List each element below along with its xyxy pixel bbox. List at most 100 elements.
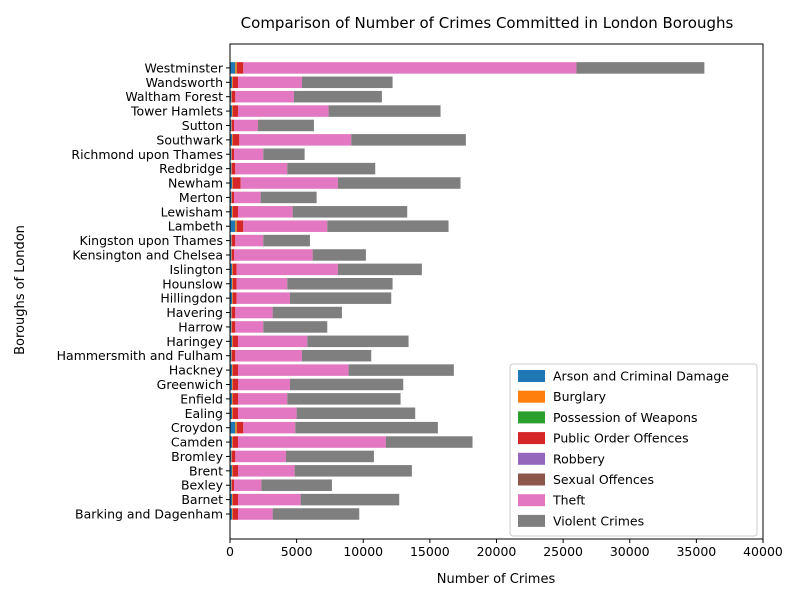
x-tick-label: 30000 [610, 544, 650, 559]
y-tick-label: Hounslow [162, 276, 223, 291]
bar-segment [239, 134, 351, 146]
y-tick-label: Hillingdon [160, 291, 223, 306]
bar-segment [232, 249, 234, 261]
bar-segment [232, 163, 236, 175]
bar-segment [576, 62, 704, 74]
y-tick-label: Islington [170, 262, 223, 277]
bar-segment [273, 508, 360, 520]
bar-segment [234, 192, 261, 204]
y-tick-label: Richmond upon Thames [71, 147, 223, 162]
bar-segment [261, 479, 332, 491]
bar-segment [233, 379, 238, 391]
bar-segment [233, 264, 237, 276]
bar-segment [263, 148, 304, 160]
bar-segment [234, 249, 313, 261]
legend-swatch [518, 453, 545, 465]
bar-segment [232, 393, 233, 405]
chart-title: Comparison of Number of Crimes Committed… [241, 14, 734, 32]
bar-segment [297, 408, 416, 420]
bar-segment [237, 278, 288, 290]
bar-segment [290, 379, 403, 391]
bar-segment [233, 105, 238, 117]
bar-segment [238, 364, 349, 376]
x-tick-label: 15000 [410, 544, 450, 559]
bar-segment [232, 134, 233, 146]
bar-segment [233, 508, 238, 520]
y-tick-label: Ealing [185, 406, 223, 421]
legend: Arson and Criminal DamageBurglaryPossess… [510, 364, 757, 536]
bar-segment [327, 220, 448, 232]
bar-segment [232, 148, 234, 160]
y-tick-label: Southwark [156, 132, 223, 147]
bar-segment [237, 220, 243, 232]
y-tick-label: Wandsworth [146, 75, 223, 90]
y-tick-label: Havering [166, 305, 223, 320]
bar-segment [238, 494, 301, 506]
bar-segment [233, 134, 240, 146]
bar-segment [234, 479, 261, 491]
y-tick-label: Lewisham [161, 204, 223, 219]
y-tick-label: Bexley [181, 478, 224, 493]
y-tick-label: Bromley [171, 449, 223, 464]
bar-segment [235, 350, 302, 362]
bar-segment [287, 278, 392, 290]
bar-segment [261, 192, 317, 204]
bar-segment [233, 336, 238, 348]
bar-segment [233, 278, 237, 290]
bar-segment [232, 91, 236, 103]
x-tick-label: 10000 [343, 544, 383, 559]
bar-segment [238, 465, 295, 477]
bar-segment [233, 408, 238, 420]
bar-segment [233, 494, 238, 506]
bar-segment [232, 206, 233, 218]
bar-segment [232, 408, 233, 420]
bar-segment [243, 422, 295, 434]
bar-segment [338, 264, 422, 276]
legend-label: Arson and Criminal Damage [553, 369, 729, 384]
bar-segment [235, 307, 272, 319]
bar-segment [237, 62, 243, 74]
bar-segment [237, 264, 338, 276]
y-tick-label: Hackney [169, 363, 224, 378]
bar-segment [232, 364, 233, 376]
bar-segment [238, 105, 329, 117]
bar-segment [233, 465, 238, 477]
bar-segment [232, 379, 233, 391]
bar-segment [295, 465, 412, 477]
bar-segment [238, 508, 273, 520]
bar-segment [287, 163, 375, 175]
bar-segment [301, 494, 400, 506]
bar-segment [232, 451, 236, 463]
legend-box [510, 364, 757, 536]
bar-segment [232, 77, 233, 89]
x-tick-label: 25000 [543, 544, 583, 559]
legend-label: Violent Crimes [553, 513, 644, 528]
y-tick-label: Haringey [166, 334, 223, 349]
y-tick-label: Camden [171, 435, 223, 450]
bar-segment [234, 148, 263, 160]
legend-label: Theft [552, 493, 585, 508]
legend-label: Possession of Weapons [553, 410, 698, 425]
legend-swatch [518, 474, 545, 486]
bar-segment [238, 77, 302, 89]
bar-segment [349, 364, 454, 376]
bar-segment [235, 422, 236, 434]
bar-segment [233, 77, 238, 89]
y-tick-label: Westminster [144, 60, 223, 75]
bar-segment [293, 206, 408, 218]
bar-segment [235, 321, 263, 333]
bar-segment [290, 292, 391, 304]
bar-segment [313, 249, 366, 261]
y-tick-label: Lambeth [168, 219, 223, 234]
x-tick-label: 20000 [477, 544, 517, 559]
bar-segment [235, 62, 236, 74]
bar-segment [287, 393, 400, 405]
bar-segment [243, 220, 327, 232]
y-tick-label: Waltham Forest [125, 89, 223, 104]
y-tick-label: Barking and Dagenham [75, 507, 223, 522]
y-tick-label: Tower Hamlets [130, 104, 223, 119]
bar-segment [238, 336, 307, 348]
bar-segment [295, 422, 438, 434]
